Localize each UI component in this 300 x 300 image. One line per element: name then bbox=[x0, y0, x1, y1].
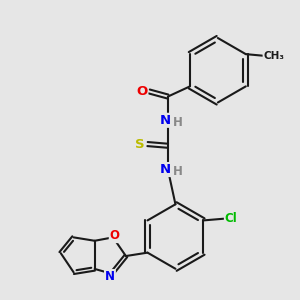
Text: N: N bbox=[160, 114, 171, 127]
Text: O: O bbox=[110, 229, 120, 242]
Text: N: N bbox=[160, 163, 171, 176]
Text: Cl: Cl bbox=[225, 212, 238, 225]
Text: CH₃: CH₃ bbox=[263, 51, 284, 61]
Text: O: O bbox=[136, 85, 147, 98]
Text: S: S bbox=[135, 138, 145, 151]
Text: H: H bbox=[172, 165, 182, 178]
Text: H: H bbox=[172, 116, 182, 128]
Text: N: N bbox=[105, 270, 115, 283]
